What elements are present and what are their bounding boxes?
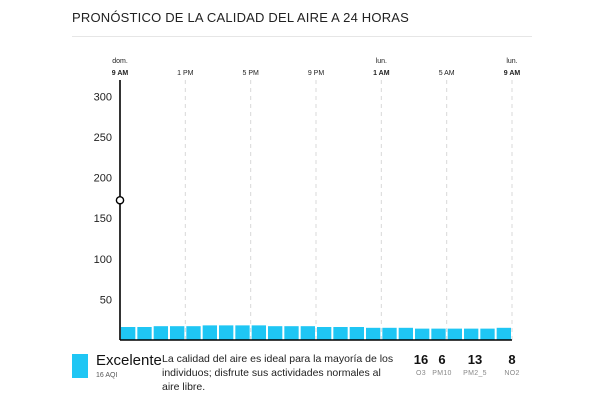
- x-tick-day-label: lun.: [506, 58, 517, 65]
- x-tick-label: 9 AM: [112, 70, 129, 77]
- aqi-bar: [219, 325, 234, 340]
- y-tick-label: 300: [94, 91, 112, 103]
- aqi-level-label: Excelente: [96, 352, 162, 369]
- pollutant-name: PM10: [432, 370, 452, 377]
- pollutant-name: NO2: [504, 370, 520, 377]
- aqi-level-swatch: [72, 354, 88, 378]
- x-tick-label: 1 PM: [177, 70, 194, 77]
- y-tick-label: 150: [94, 213, 112, 225]
- x-tick-label: 1 AM: [373, 70, 390, 77]
- aqi-value-label: 16 AQI: [96, 372, 118, 379]
- aqi-bar: [284, 326, 299, 340]
- chart-title: PRONÓSTICO DE LA CALIDAD DEL AIRE A 24 H…: [72, 10, 410, 25]
- x-tick-day-label: dom.: [112, 58, 128, 65]
- aqi-bar: [121, 327, 136, 340]
- x-tick-label: 9 AM: [504, 70, 521, 77]
- aqi-bar: [447, 328, 462, 340]
- aqi-bar: [464, 328, 479, 340]
- pollutant-value: 8: [508, 352, 516, 367]
- pollutant-no2: 8 NO2: [495, 352, 529, 377]
- aqi-bar: [300, 326, 315, 340]
- aqi-bar: [366, 327, 381, 340]
- aqi-bar: [398, 327, 413, 340]
- pollutant-name: PM2_5: [463, 370, 487, 377]
- aqi-forecast-chart: dom. 9 AM 1 PM 5 PM 9 PM lun. 1 AM 5 AM lun. 9 AM…: [94, 58, 521, 341]
- aqi-description: La calidad del aire es ideal para la may…: [162, 353, 394, 393]
- aqi-bar: [235, 325, 250, 340]
- aqi-bar: [268, 326, 283, 340]
- aqi-bar: [349, 327, 364, 340]
- title-divider: [72, 36, 532, 37]
- aqi-bar: [431, 328, 446, 340]
- y-tick-label: 50: [100, 294, 112, 306]
- pollutant-value: 6: [438, 352, 446, 367]
- y-tick-label: 250: [94, 132, 112, 144]
- x-tick-label: 5 PM: [242, 70, 259, 77]
- aqi-bar: [137, 327, 152, 340]
- aqi-bar: [153, 326, 168, 340]
- x-tick-day-label: lun.: [376, 58, 387, 65]
- pollutant-o3: 16 O3: [404, 352, 438, 377]
- aqi-bar: [382, 327, 397, 340]
- aqi-bar: [480, 328, 495, 340]
- x-tick-label: 5 AM: [439, 70, 455, 77]
- aqi-bar: [333, 327, 348, 340]
- pollutant-pm10: 6 PM10: [425, 352, 459, 377]
- aqi-bar: [202, 325, 217, 340]
- current-aqi-marker: [115, 195, 125, 205]
- pollutant-name: O3: [416, 370, 426, 377]
- aqi-bar: [317, 327, 332, 340]
- y-tick-label: 100: [94, 254, 112, 266]
- aqi-bar: [170, 326, 185, 340]
- aqi-summary: Excelente 16 AQI La calidad del aire es …: [72, 350, 532, 394]
- pollutant-value: 16: [413, 352, 429, 367]
- pollutant-value: 13: [467, 352, 483, 367]
- y-tick-label: 200: [94, 173, 112, 185]
- aqi-bar: [251, 325, 266, 340]
- pollutant-pm25: 13 PM2_5: [458, 352, 492, 377]
- aqi-bar: [415, 328, 430, 340]
- aqi-bar: [186, 326, 201, 340]
- aqi-bar: [496, 327, 511, 340]
- x-tick-label: 9 PM: [308, 70, 325, 77]
